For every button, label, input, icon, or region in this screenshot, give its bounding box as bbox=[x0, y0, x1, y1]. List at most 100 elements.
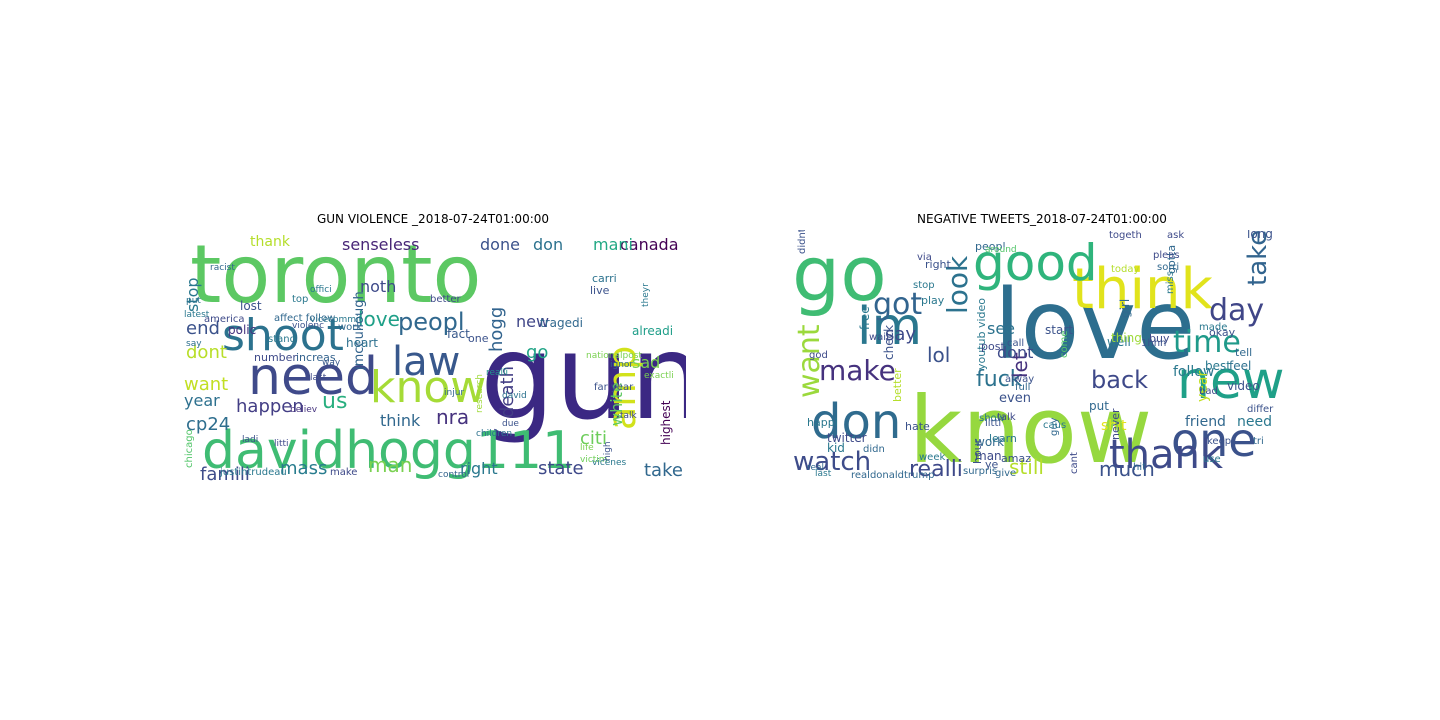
right-word-youtub-video: youtub video bbox=[975, 298, 988, 370]
right-word-fuck: fuck bbox=[976, 367, 1023, 392]
right-word-miss: miss bbox=[1165, 271, 1176, 294]
left-word-man: man bbox=[368, 453, 412, 477]
left-word-life: life bbox=[580, 443, 594, 453]
left-word-tragedi: tragedi bbox=[540, 316, 583, 330]
left-word-mass: mass bbox=[280, 458, 327, 479]
left-word-love: love bbox=[358, 307, 400, 331]
right-word-hour: hour bbox=[971, 438, 984, 464]
left-word-theyr: theyr bbox=[641, 283, 651, 307]
left-word-mani: mani bbox=[593, 235, 633, 254]
right-word-happi: happi bbox=[807, 416, 838, 429]
left-word-affect-follow: affect follow bbox=[274, 313, 335, 324]
right-word-long: long bbox=[1247, 230, 1273, 241]
right-word-littl: littl bbox=[985, 418, 1001, 429]
right-word-cloud: love know go think good new im don one thank watch… bbox=[789, 230, 1296, 483]
left-word-talk: talk bbox=[620, 411, 638, 421]
left-word-commit: commit bbox=[328, 315, 362, 325]
left-word-new: new bbox=[516, 312, 549, 331]
left-word-citi: citi bbox=[580, 428, 607, 449]
right-word-ye: ye bbox=[985, 458, 999, 471]
left-word-way: way bbox=[322, 358, 341, 368]
right-word-use: use bbox=[1203, 454, 1221, 465]
left-word-latest: latest bbox=[184, 310, 210, 320]
left-word-canada: canada bbox=[620, 235, 679, 254]
right-word-amaz: amaz bbox=[1001, 452, 1031, 465]
right-word-much: much bbox=[1099, 457, 1155, 481]
right-word-ask: ask bbox=[1167, 230, 1184, 241]
right-word-show: show bbox=[979, 413, 1005, 424]
left-word-ladi: ladi bbox=[242, 435, 258, 445]
left-word-live: live bbox=[590, 284, 610, 297]
right-word-go: go bbox=[792, 230, 887, 318]
left-panel-title: GUN VIOLENCE _2018-07-24T01:00:00 bbox=[316, 212, 550, 226]
left-word-right: right bbox=[460, 459, 498, 478]
right-word-sorri: sorri bbox=[1157, 262, 1179, 273]
right-word-friend: friend bbox=[1185, 414, 1226, 430]
right-word-tell: tell bbox=[1235, 346, 1252, 359]
right-word-im: im bbox=[857, 297, 922, 357]
left-word-ignor: ignor bbox=[610, 360, 633, 370]
right-word-think: think bbox=[1072, 257, 1214, 322]
right-word-call: call bbox=[1007, 338, 1024, 349]
right-word-make: make bbox=[819, 354, 896, 387]
left-word-children: children bbox=[476, 429, 512, 439]
left-word-injur: injur bbox=[444, 388, 464, 398]
right-word-bad: bad bbox=[1199, 386, 1218, 397]
right-word-start: start bbox=[1045, 323, 1073, 337]
left-word-say: say bbox=[186, 339, 202, 349]
right-word-day: day bbox=[1209, 293, 1264, 328]
left-word-nra: nra bbox=[436, 405, 469, 429]
right-word-didn: didn bbox=[863, 444, 885, 455]
left-word-us: us bbox=[322, 389, 347, 414]
left-word-don: don bbox=[533, 235, 563, 254]
right-word-feel: feel bbox=[1229, 359, 1251, 373]
right-word-hit: hit bbox=[1133, 462, 1146, 473]
left-word-dont: dont bbox=[186, 342, 227, 363]
right-word-one: one bbox=[1171, 413, 1257, 467]
left-word-cloud: toronto gun davidhogg111 need shoot know law am… bbox=[180, 230, 686, 483]
right-word-pleas: pleas bbox=[1153, 250, 1180, 261]
right-word-realdonaldtrump: realdonaldtrump bbox=[851, 470, 934, 481]
left-word-victim: victim bbox=[580, 455, 608, 465]
left-word-thank: thank bbox=[250, 234, 291, 250]
left-word-senseless: senseless bbox=[342, 235, 419, 254]
right-word-caus: caus bbox=[1043, 420, 1066, 431]
left-word-better: better bbox=[430, 294, 461, 305]
right-word-new: new bbox=[1177, 351, 1284, 411]
right-word-know: know bbox=[909, 377, 1152, 483]
right-word-kid: kid bbox=[827, 441, 845, 455]
right-word-god: god bbox=[809, 350, 828, 361]
left-word-realli: realli bbox=[486, 368, 508, 378]
left-word-highest: highest bbox=[659, 400, 673, 445]
right-word-got: got bbox=[873, 287, 922, 322]
left-word-sad: sad bbox=[632, 353, 660, 372]
left-word-peopl: peopl bbox=[398, 308, 465, 336]
right-word-learn: learn bbox=[989, 432, 1017, 445]
right-word-twitter: twitter bbox=[827, 431, 867, 445]
right-word-need: need bbox=[1237, 414, 1272, 430]
left-word-chicago: chicago bbox=[184, 429, 195, 468]
left-word-toronto: toronto bbox=[190, 230, 481, 321]
left-word-make: make bbox=[330, 467, 357, 478]
right-word-togeth: togeth bbox=[1109, 230, 1142, 241]
left-word-year: year bbox=[184, 391, 220, 410]
right-word-video: video bbox=[1227, 379, 1260, 393]
right-word-guy: guy bbox=[1049, 417, 1060, 436]
right-panel-title: NEGATIVE TWEETS_2018-07-24T01:00:00 bbox=[917, 212, 1167, 226]
left-word-hogg: hogg bbox=[486, 307, 507, 352]
left-word-due: due bbox=[502, 419, 519, 429]
left-word-number: number bbox=[254, 351, 297, 364]
right-word-right: right bbox=[925, 258, 952, 271]
right-word-real: real bbox=[807, 463, 824, 473]
right-word-today: today bbox=[1111, 264, 1140, 275]
right-word-realli: realli bbox=[909, 457, 963, 482]
right-word-back: back bbox=[1091, 366, 1148, 394]
right-word-well: well bbox=[1107, 335, 1131, 349]
right-word-say: say bbox=[885, 324, 916, 345]
left-word-amp: amp bbox=[600, 346, 644, 430]
left-word-litti: litti bbox=[274, 439, 289, 449]
right-word-come: come bbox=[1059, 330, 1070, 358]
right-word-still: still bbox=[1009, 455, 1044, 479]
